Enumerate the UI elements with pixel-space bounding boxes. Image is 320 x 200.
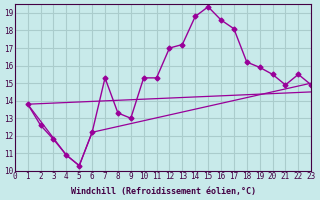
X-axis label: Windchill (Refroidissement éolien,°C): Windchill (Refroidissement éolien,°C)	[70, 187, 255, 196]
